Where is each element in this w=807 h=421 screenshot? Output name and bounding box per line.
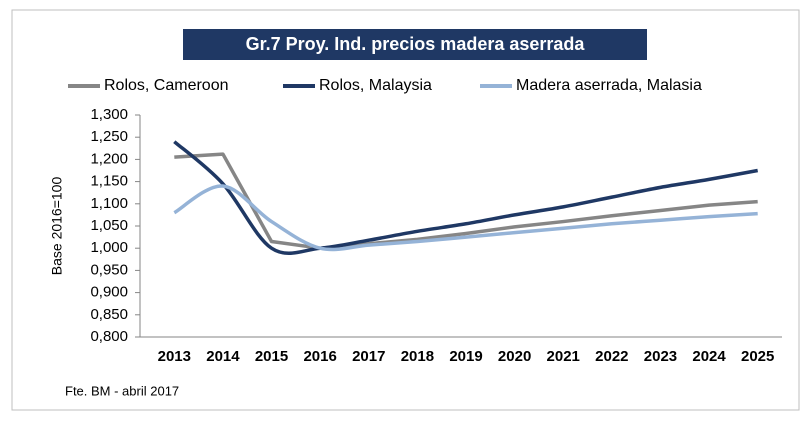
x-tick-label: 2024 — [692, 348, 726, 365]
y-tick-label: 1,000 — [90, 239, 128, 256]
y-tick-label: 1,250 — [90, 128, 128, 145]
series-line — [173, 184, 758, 252]
title-box — [183, 29, 647, 60]
y-tick-label: 1,200 — [90, 150, 128, 167]
x-tick-label: 2025 — [741, 348, 774, 365]
x-tick-label: 2022 — [595, 348, 628, 365]
legend-label: Rolos, Malaysia — [319, 77, 432, 94]
y-tick-label: 0,950 — [90, 261, 128, 278]
frame — [11, 9, 800, 411]
y-tick-label: 0,850 — [90, 306, 128, 323]
x-tick-label: 2017 — [352, 348, 385, 365]
source-note: Fte. BM - abril 2017 — [65, 383, 179, 398]
series-line — [173, 140, 759, 256]
x-tick-label: 2013 — [158, 348, 191, 365]
legend-label: Rolos, Cameroon — [104, 77, 229, 94]
chart-title: Gr.7 Proy. Ind. precios madera aserrada — [246, 34, 586, 54]
y-tick-label: 1,150 — [90, 173, 128, 190]
y-tick-label: 1,050 — [90, 217, 128, 234]
x-tick-label: 2014 — [206, 348, 240, 365]
y-axis-label: Base 2016=100 — [49, 177, 65, 276]
legend-label: Madera aserrada, Malasia — [516, 77, 702, 94]
x-tick-label: 2015 — [255, 348, 288, 365]
series-line — [174, 152, 758, 250]
x-tick-label: 2021 — [547, 348, 580, 365]
y-tick-label: 0,800 — [90, 328, 128, 345]
y-tick-label: 1,300 — [90, 106, 128, 123]
y-tick-label: 0,900 — [90, 284, 128, 301]
y-tick-label: 1,100 — [90, 195, 128, 212]
x-tick-label: 2018 — [401, 348, 434, 365]
x-tick-label: 2016 — [303, 348, 336, 365]
x-tick-label: 2020 — [498, 348, 531, 365]
x-tick-label: 2023 — [644, 348, 677, 365]
x-tick-label: 2019 — [449, 348, 482, 365]
